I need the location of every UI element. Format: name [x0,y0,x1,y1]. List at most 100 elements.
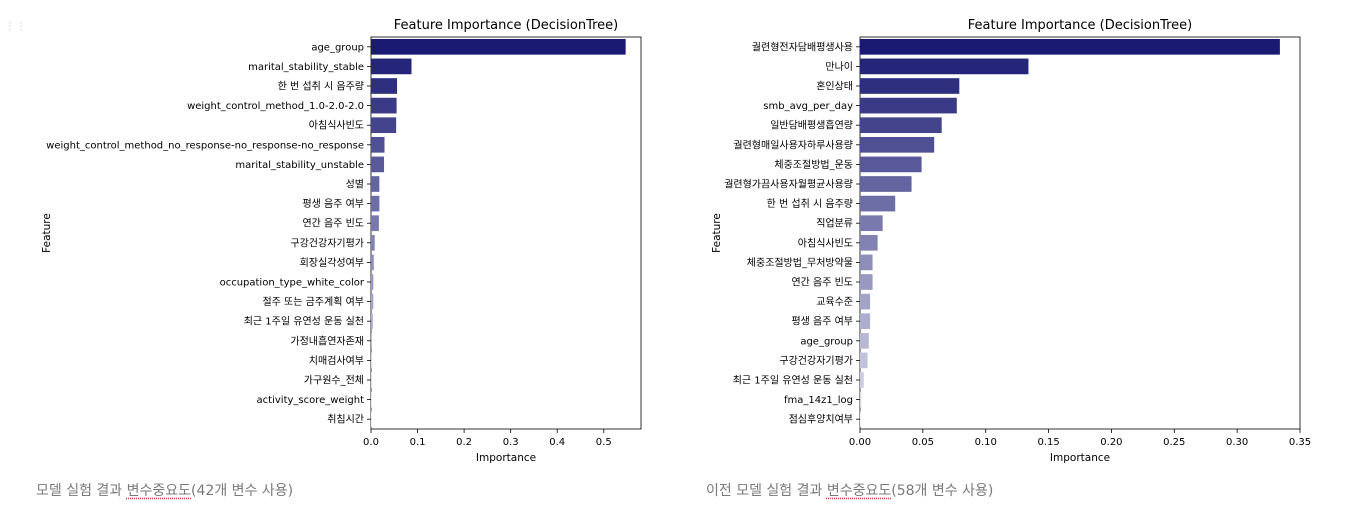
category-label: 교육수준 [816,296,853,308]
category-label: 일반담배평생흡연량 [770,119,853,132]
bar [860,391,862,408]
category-label: 체중조절방법_무처방약물 [747,256,853,269]
caption-right-suffix: (58개 변수 사용) [891,483,994,499]
x-tick-label: 0.25 [1163,437,1185,448]
category-label: 최근 1주일 유연성 운동 실천 [244,316,364,328]
bar [371,234,375,251]
category-label: 구강건강자기평가 [779,355,853,367]
x-tick-label: 0.5 [596,437,612,448]
bar [371,352,372,369]
x-axis-label: Importance [476,452,536,464]
category-label: 아침식사빈도 [798,237,853,249]
bar [860,195,896,212]
bar [371,332,372,349]
category-label: occupation_type_white_color [220,278,365,289]
x-tick-label: 0.00 [849,437,871,448]
caption-right: 이전 모델 실험 결과 변수중요도(58개 변수 사용) [706,480,993,500]
category-label: 가정내흡연자존재 [290,334,364,347]
bar [860,411,861,428]
x-tick-label: 0.1 [410,437,426,448]
bar [860,274,873,290]
category-label: 직업분류 [816,217,853,230]
category-label: 궐련형매일사용자하루사용량 [733,138,853,151]
category-label: 절주 또는 금주계획 여부 [262,295,364,308]
chart-title: Feature Importance (DecisionTree) [968,18,1192,33]
category-label: 한 번 섭취 시 음주량 [767,198,853,210]
bar [860,293,871,310]
category-label: 치매검사여부 [309,355,364,367]
category-label: marital_stability_stable [248,62,364,73]
bar [371,391,372,408]
caption-left: 모델 실험 결과 변수중요도(42개 변수 사용) [36,480,293,500]
category-label: 취침시간 [327,414,364,426]
bar [860,97,957,114]
x-tick-label: 0.4 [549,437,565,448]
bar [860,156,922,173]
bar [860,176,912,192]
category-label: 혼인상태 [816,80,853,93]
x-tick-label: 0.3 [503,437,519,448]
category-label: 한 번 섭취 시 음주량 [278,81,364,93]
bar [860,38,1280,55]
category-label: 평생 음주 여부 [302,198,364,210]
caption-left-suffix: (42개 변수 사용) [191,483,294,499]
category-label: 아침식사빈도 [309,120,364,132]
bar [371,78,398,94]
chart-left: age_group marital_stability_stable 한 번 섭취 … [41,18,642,464]
bar [371,176,380,192]
category-label: 구강건강자기평가 [290,237,364,249]
bar [860,215,883,232]
bar [860,234,878,251]
y-axis-label: Feature [41,213,53,253]
bar [860,58,1029,75]
x-tick-label: 0.30 [1226,437,1248,448]
category-label: age_group [800,336,853,347]
x-tick-label: 0.10 [975,437,997,448]
bar [371,254,374,271]
category-label: 만나이 [825,61,853,73]
category-label: 연간 음주 빈도 [791,277,853,289]
bar [371,38,626,55]
category-label: 가구원수_전체 [304,375,364,387]
bar [371,117,397,134]
plot-frame [370,36,642,430]
bar [371,195,380,212]
bar [860,372,864,388]
bar [371,156,385,173]
bar [371,58,412,75]
category-label: weight_control_method_no_response-no_res… [46,140,364,151]
category-label: 궐련형가끔사용자월평균사용량 [724,178,853,191]
category-label: fma_14z1_log [784,395,853,406]
bar [860,117,942,134]
x-tick-label: 0.20 [1100,437,1122,448]
bar [860,78,960,94]
category-label: 평생 음주 여부 [791,316,853,328]
bar [371,97,397,114]
category-label: 회장실각성여부 [300,257,364,269]
y-axis-label: Feature [711,213,723,253]
bar [371,313,373,330]
bar [371,136,385,153]
category-label: 성별 [346,179,364,191]
x-axis-label: Importance [1050,452,1110,464]
x-tick-label: 0.05 [912,437,934,448]
category-label: 최근 1주일 유연성 운동 실천 [733,375,853,387]
category-label: smb_avg_per_day [763,101,853,112]
caption-left-prefix: 모델 실험 결과 [36,483,127,499]
x-tick-label: 0.35 [1289,437,1311,448]
caption-right-underlined: 변수중요도 [826,483,892,499]
category-label: 체중조절방법_운동 [774,158,853,171]
bar [860,332,869,349]
bar [860,254,873,271]
bar [371,411,372,428]
bar [860,136,935,153]
category-label: marital_stability_unstable [235,160,364,171]
category-label: 연간 음주 빈도 [302,218,364,230]
bar [371,215,379,232]
bar [371,372,372,388]
bar [371,293,374,310]
caption-right-prefix: 이전 모델 실험 결과 [706,483,827,499]
category-label: activity_score_weight [257,395,365,406]
plot-frame [859,36,1301,430]
